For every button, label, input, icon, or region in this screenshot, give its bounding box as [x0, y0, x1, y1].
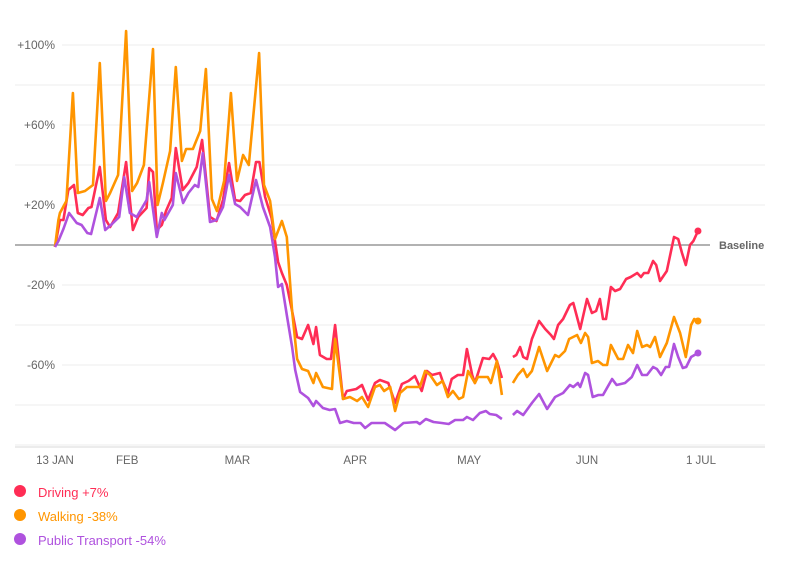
driving-legend-dot [14, 485, 26, 497]
driving-series [53, 138, 702, 405]
x-tick-label: 1 JUL [686, 455, 717, 467]
x-tick-label: MAR [225, 455, 251, 467]
walking-legend-dot [14, 509, 26, 521]
x-axis-ticks: 13 JAN FEB MAR APR MAY JUN 1 JUL [36, 455, 716, 467]
series-lines [53, 29, 702, 432]
x-tick-label: FEB [116, 455, 139, 467]
y-tick-label: -60% [27, 358, 55, 372]
x-tick-label: MAY [457, 455, 481, 467]
x-tick-label: JUN [576, 455, 598, 467]
walking-line [53, 29, 504, 413]
walking-end-point [694, 317, 702, 325]
driving-line [512, 230, 700, 361]
y-tick-label: -20% [27, 278, 55, 292]
legend: Driving +7% Walking -38% Public Transpor… [14, 485, 166, 548]
x-tick-label: APR [343, 455, 367, 467]
legend-label-public-transport: Public Transport -54% [38, 533, 166, 548]
legend-label-walking: Walking -38% [38, 509, 118, 524]
legend-item-public-transport[interactable]: Public Transport -54% [14, 533, 166, 548]
y-tick-label: +100% [17, 38, 55, 52]
y-tick-label: +60% [24, 118, 55, 132]
legend-item-walking[interactable]: Walking -38% [14, 509, 118, 524]
walking-series [53, 29, 702, 413]
driving-line [53, 138, 504, 405]
driving-end-point [694, 227, 702, 235]
y-axis-ticks: +100% +60% +20% -20% -60% [17, 38, 55, 372]
baseline-label: Baseline [719, 240, 764, 252]
public-transport-line [512, 342, 699, 417]
public-transport-end-point [694, 349, 702, 357]
legend-label-driving: Driving +7% [38, 485, 109, 500]
public-transport-line [53, 151, 503, 432]
y-tick-label: +20% [24, 198, 55, 212]
walking-line [511, 315, 699, 384]
public-transport-series [53, 151, 702, 432]
public-transport-legend-dot [14, 533, 26, 545]
legend-item-driving[interactable]: Driving +7% [14, 485, 109, 500]
x-tick-label: 13 JAN [36, 455, 74, 467]
